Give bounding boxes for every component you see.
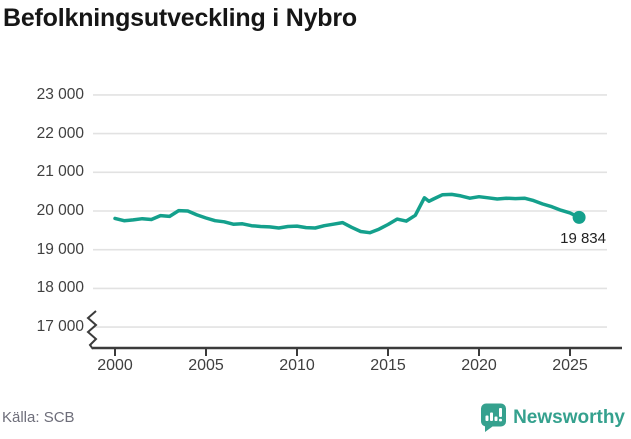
zigzag xyxy=(86,310,98,350)
newsworthy-logo[interactable]: Newsworthy xyxy=(480,403,625,433)
chart-title: Befolkningsutveckling i Nybro xyxy=(3,4,357,32)
x-tick-label: 2025 xyxy=(552,357,588,374)
y-tick-label: 19 000 xyxy=(36,240,84,258)
x-tick-label: 2005 xyxy=(188,357,224,374)
x-axis xyxy=(93,346,622,356)
y-tick-label: 23 000 xyxy=(36,85,84,103)
newsworthy-wordmark: Newsworthy xyxy=(513,407,625,428)
y-tick-label: 18 000 xyxy=(36,279,84,297)
x-tick-label: 2015 xyxy=(370,357,406,374)
bar-chart-glyph xyxy=(485,408,503,422)
x-tick-label: 2020 xyxy=(461,357,497,374)
y-tick-label: 22 000 xyxy=(36,124,84,142)
y-tick-label: 21 000 xyxy=(36,163,84,181)
y-tick-label: 17 000 xyxy=(36,318,84,336)
gridlines xyxy=(93,94,607,328)
x-tick-label: 2010 xyxy=(279,357,315,374)
newsworthy-speech-bubble-icon xyxy=(481,403,507,432)
axis-break-zigzag xyxy=(86,310,98,350)
latest-value-dot xyxy=(572,210,586,224)
latest-value-label: 19 834 xyxy=(560,230,606,247)
y-tick-label: 20 000 xyxy=(36,202,84,219)
population-line xyxy=(113,192,581,235)
x-tick-label: 2000 xyxy=(97,357,133,374)
source-note: Källa: SCB xyxy=(2,409,75,426)
